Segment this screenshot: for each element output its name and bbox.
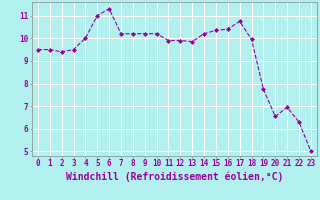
X-axis label: Windchill (Refroidissement éolien,°C): Windchill (Refroidissement éolien,°C) [66, 171, 283, 182]
